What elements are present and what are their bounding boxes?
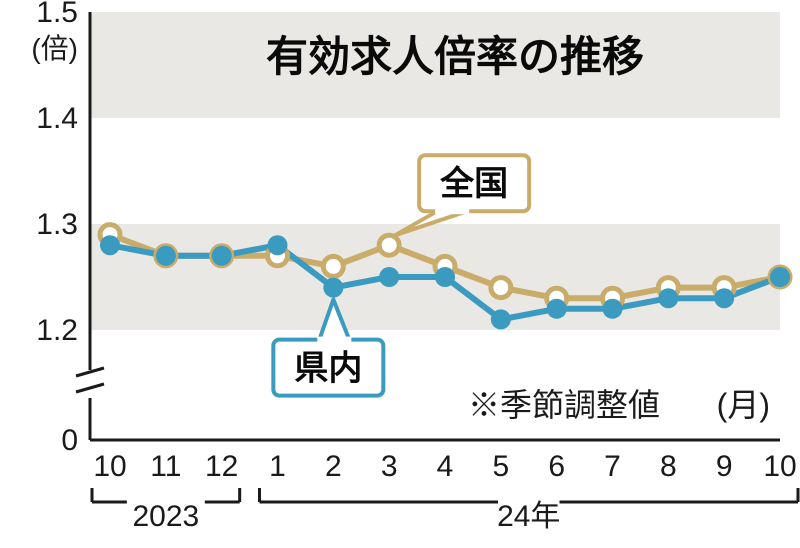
x-tick-label: 4 [437,450,454,483]
series-marker [714,288,734,308]
series-marker [603,299,623,319]
y-unit-label: (倍) [31,33,78,64]
y-tick-label: 1.2 [36,314,78,347]
series-marker [323,256,343,276]
series-marker [100,235,120,255]
series-marker [435,267,455,287]
y-tick-label: 1.3 [36,208,78,241]
series-marker [658,288,678,308]
x-year-label: 24年 [497,500,560,533]
y-tick-label: 1.4 [36,102,78,135]
axis-break [76,368,104,392]
series-marker [379,267,399,287]
x-tick-label: 11 [150,450,181,483]
x-tick-label: 3 [381,450,398,483]
x-tick-label: 7 [604,450,621,483]
x-tick-label: 2 [325,450,342,483]
x-tick-label: 8 [660,450,677,483]
series-marker [547,299,567,319]
series-marker [379,235,399,255]
series-marker [491,278,511,298]
chart-title: 有効求人倍率の推移 [266,33,644,80]
x-tick-label: 9 [716,450,733,483]
x-year-label: 2023 [132,500,199,533]
x-tick-label: 10 [93,450,126,483]
x-tick-label: 6 [548,450,565,483]
y-tick-label: 0 [61,424,78,457]
chart-svg: 1.51.41.31.20(倍)10111212345678910202324年… [0,0,800,548]
series-marker [323,278,343,298]
x-tick-label: 10 [763,450,796,483]
chart-container: 1.51.41.31.20(倍)10111212345678910202324年… [0,0,800,548]
series-marker [156,246,176,266]
callout-prefecture-label: 県内 [294,350,362,388]
chart-note: ※季節調整値 [468,387,660,423]
callout-national-label: 全国 [439,164,508,203]
x-tick-label: 12 [205,450,238,483]
series-marker [268,235,288,255]
series-marker [770,267,790,287]
x-tick-label: 5 [492,450,509,483]
series-marker [491,309,511,329]
series-marker [212,246,232,266]
x-tick-label: 1 [269,450,286,483]
y-tick-label: 1.5 [36,0,78,29]
x-unit-label: (月) [717,387,770,423]
